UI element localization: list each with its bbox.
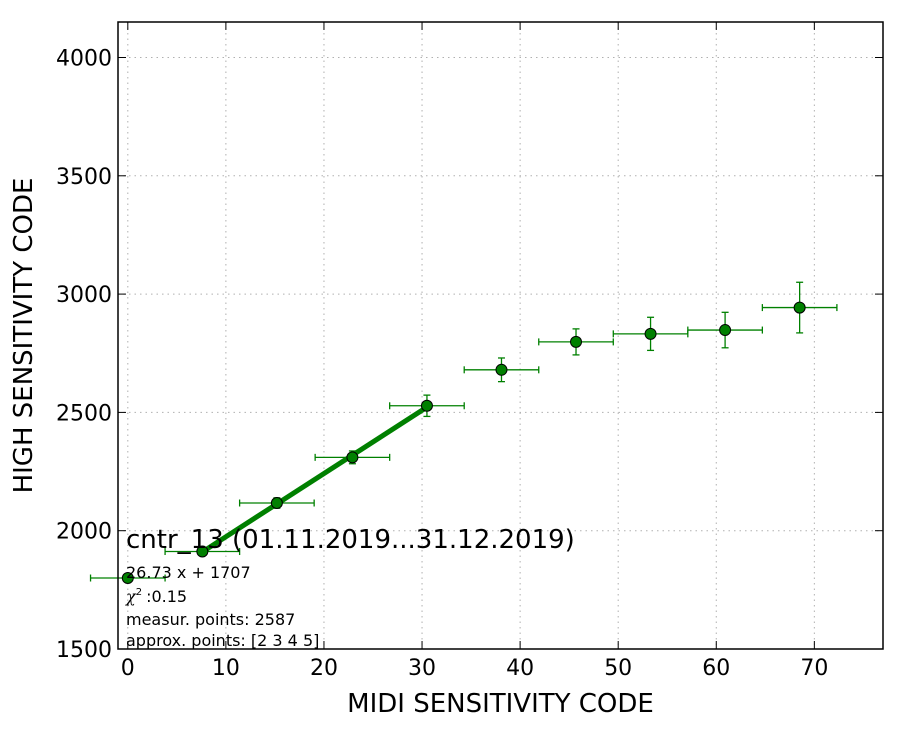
annotation-title: cntr_13 (01.11.2019...31.12.2019) bbox=[126, 525, 575, 555]
data-point bbox=[719, 324, 732, 337]
axis-ticks: 0 10 20 30 40 50 60 70 1500 2000 2500 3000 3500 4000 bbox=[56, 22, 883, 681]
x-tick-label: 10 bbox=[212, 656, 240, 681]
x-tick-label: 70 bbox=[800, 656, 828, 681]
y-tick-label: 1500 bbox=[56, 638, 112, 663]
data-point bbox=[121, 572, 134, 585]
data-points bbox=[121, 301, 806, 585]
x-tick-label: 20 bbox=[310, 656, 338, 681]
y-tick-label: 4000 bbox=[56, 46, 112, 71]
x-tick-label: 30 bbox=[408, 656, 436, 681]
data-point bbox=[793, 301, 806, 314]
annotation-equation: 26.73 x + 1707 bbox=[126, 563, 251, 582]
y-tick-label: 2000 bbox=[56, 520, 112, 545]
y-tick-label: 3500 bbox=[56, 165, 112, 190]
x-tick-label: 60 bbox=[702, 656, 730, 681]
data-point bbox=[495, 363, 508, 376]
annotation-approx-points: approx. points: [2 3 4 5] bbox=[126, 631, 319, 650]
annotation-chi2: χ2:0.15 bbox=[125, 587, 187, 606]
x-tick-label: 40 bbox=[506, 656, 534, 681]
data-point bbox=[196, 545, 209, 558]
plot-frame bbox=[117, 21, 884, 650]
x-axis-label: MIDI SENSITIVITY CODE bbox=[347, 689, 654, 719]
data-point bbox=[346, 451, 359, 464]
data-point bbox=[270, 497, 283, 510]
annotation-chi2-value: :0.15 bbox=[146, 587, 187, 606]
annotation-measurement-points: measur. points: 2587 bbox=[126, 610, 295, 629]
grid-lines bbox=[118, 22, 883, 650]
data-point bbox=[570, 335, 583, 348]
fit-line-layer bbox=[200, 405, 429, 555]
x-tick-label: 0 bbox=[121, 656, 135, 681]
y-tick-label: 2500 bbox=[56, 401, 112, 426]
x-tick-label: 50 bbox=[604, 656, 632, 681]
data-point bbox=[420, 399, 433, 412]
y-axis-label: HIGH SENSITIVITY CODE bbox=[9, 178, 39, 494]
data-point bbox=[644, 327, 657, 340]
y-tick-label: 3000 bbox=[56, 283, 112, 308]
fit-line bbox=[200, 405, 429, 555]
fit-annotation: cntr_13 (01.11.2019...31.12.2019) 26.73 … bbox=[125, 525, 575, 650]
